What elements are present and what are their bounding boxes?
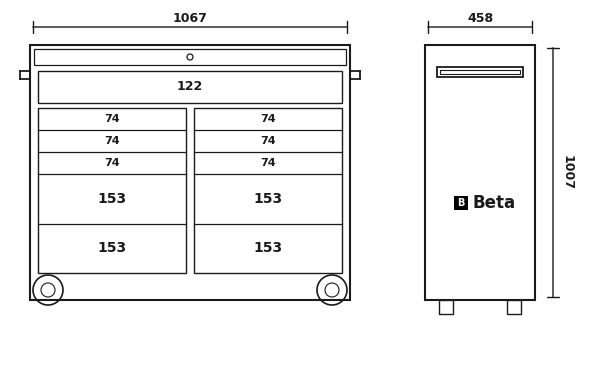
Text: 1007: 1007 xyxy=(560,155,574,190)
Bar xyxy=(34,49,346,65)
Bar xyxy=(30,45,350,300)
Text: 458: 458 xyxy=(467,13,493,25)
Text: 153: 153 xyxy=(97,192,127,206)
Text: Beta: Beta xyxy=(472,194,515,212)
Text: 122: 122 xyxy=(177,81,203,93)
Text: 74: 74 xyxy=(260,114,276,124)
Text: 153: 153 xyxy=(97,241,127,255)
Text: 74: 74 xyxy=(104,136,120,146)
Text: 1067: 1067 xyxy=(173,13,208,25)
Text: 74: 74 xyxy=(260,136,276,146)
Bar xyxy=(38,108,186,273)
Bar xyxy=(439,300,453,314)
Bar xyxy=(425,45,535,300)
Text: 74: 74 xyxy=(104,114,120,124)
Text: B: B xyxy=(457,198,464,208)
Text: 153: 153 xyxy=(253,241,283,255)
Bar xyxy=(437,67,523,77)
Bar xyxy=(194,108,342,273)
Bar xyxy=(440,70,520,74)
Bar xyxy=(38,71,342,103)
Bar xyxy=(454,196,468,210)
Text: 74: 74 xyxy=(260,158,276,168)
Text: 74: 74 xyxy=(104,158,120,168)
Bar xyxy=(507,300,521,314)
Text: 153: 153 xyxy=(253,192,283,206)
